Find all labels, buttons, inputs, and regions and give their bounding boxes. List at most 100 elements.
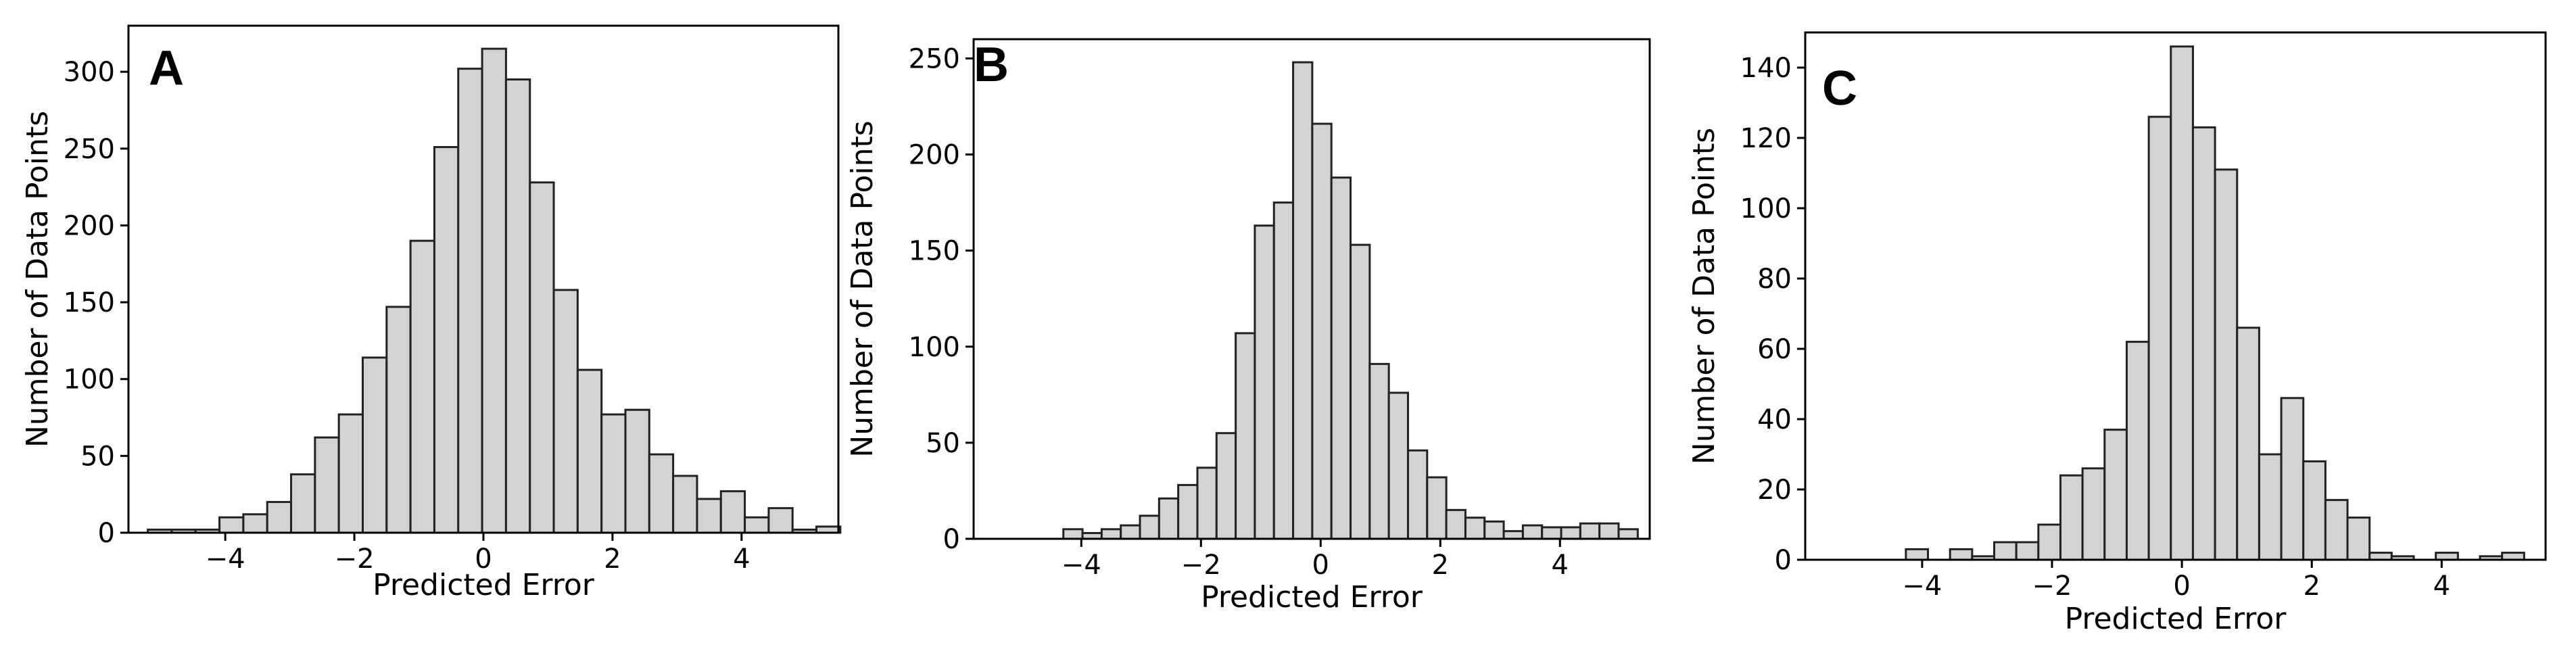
x-axis-label: Predicted Error — [1201, 580, 1423, 615]
y-tick-label: 60 — [1757, 334, 1792, 365]
histogram-bar — [1368, 362, 1390, 540]
y-tick-label: 250 — [909, 43, 960, 74]
x-tick-label: 2 — [1432, 550, 1449, 581]
y-tick-label: 200 — [909, 140, 960, 171]
histogram-bar — [1120, 524, 1141, 540]
histogram-bar — [1445, 508, 1466, 540]
y-tick-label: 80 — [1757, 264, 1792, 295]
histogram-bar — [1579, 522, 1601, 540]
axes-frame — [1804, 31, 2547, 561]
histogram-bar — [1993, 541, 2018, 561]
histogram-bar — [552, 289, 579, 534]
x-tick-label: 0 — [2173, 571, 2190, 602]
histogram-bar — [529, 181, 555, 534]
y-tick-label: 50 — [926, 428, 960, 459]
y-tick-label: 140 — [1740, 53, 1792, 84]
y-tick-label: 100 — [1740, 193, 1792, 224]
histogram-bar — [1541, 526, 1563, 540]
histogram-bar — [1235, 332, 1256, 540]
x-tick-label: −4 — [206, 544, 245, 575]
x-tick-label: −2 — [2032, 571, 2072, 602]
histogram-bar — [2147, 116, 2172, 561]
histogram-bar — [266, 501, 293, 534]
histogram-bar — [314, 436, 340, 534]
histogram-bar — [1464, 516, 1486, 540]
panel-letter: A — [149, 41, 184, 95]
histogram-bar — [1100, 528, 1122, 540]
histogram-bar — [648, 453, 675, 534]
x-tick-label: −4 — [1902, 571, 1942, 602]
histogram-panel-a: −4 −2 0 2 4 0 50 100 150 200 250 300 Predicted Error… — [20, 24, 842, 602]
panel-letter: C — [1822, 62, 1857, 116]
histogram-bar — [1350, 243, 1371, 540]
histogram-bar — [2280, 397, 2305, 561]
x-tick-label: −2 — [1181, 550, 1221, 581]
y-tick-label: 200 — [64, 210, 115, 241]
y-axis-label: Number of Data Points — [1687, 128, 1721, 464]
histogram-bar — [1387, 391, 1409, 540]
histogram-bar — [1139, 514, 1160, 540]
histogram-bar — [2302, 460, 2327, 561]
x-tick-label: 0 — [1312, 550, 1329, 581]
histogram-bar — [1905, 548, 1930, 561]
x-tick-label: 4 — [1552, 550, 1569, 581]
y-axis-label: Number of Data Points — [845, 120, 880, 457]
histogram-bar — [362, 356, 388, 534]
x-tick-label: 2 — [2303, 571, 2320, 602]
x-axis-label: Predicted Error — [373, 568, 595, 602]
histogram-bar — [1196, 466, 1218, 540]
histogram-bar — [1598, 522, 1620, 540]
histogram-bar — [600, 413, 627, 534]
y-tick-label: 0 — [98, 518, 115, 549]
histogram-bar — [457, 68, 483, 534]
histogram-bar — [1062, 528, 1084, 540]
y-axis-label: Number of Data Points — [20, 111, 55, 448]
y-tick-label: 250 — [64, 134, 115, 165]
histogram-bar — [2214, 168, 2239, 561]
axes-frame — [972, 38, 1651, 540]
y-tick-label: 100 — [64, 364, 115, 395]
histogram-bar — [1502, 530, 1524, 540]
histogram-bar — [1330, 176, 1352, 540]
y-tick-label: 20 — [1757, 475, 1792, 506]
histogram-bar — [2435, 552, 2459, 561]
histogram-bar — [409, 239, 435, 534]
histogram-bar — [385, 306, 412, 534]
histogram-bar — [2103, 429, 2128, 561]
histogram-bar — [1254, 224, 1275, 540]
histogram-bar — [1560, 526, 1581, 540]
histogram-bar — [242, 513, 268, 534]
y-tick-label: 300 — [64, 57, 115, 88]
histogram-bar — [1426, 476, 1448, 540]
histogram-bar — [1215, 432, 1237, 540]
histogram-bar — [719, 490, 746, 534]
y-tick-label: 120 — [1740, 123, 1792, 154]
y-tick-label: 150 — [64, 287, 115, 318]
histogram-bar — [2037, 523, 2061, 561]
histogram-bar — [504, 78, 531, 534]
histogram-bar — [1483, 520, 1505, 540]
histogram-bar — [624, 408, 650, 534]
histogram-bar — [1272, 201, 1295, 540]
histogram-bar — [290, 473, 316, 534]
histogram-bar — [481, 47, 507, 534]
histogram-bar — [2346, 516, 2371, 561]
histogram-bar — [696, 498, 722, 534]
x-tick-label: 4 — [2433, 571, 2450, 602]
x-tick-label: 2 — [604, 544, 621, 575]
x-tick-label: −2 — [335, 544, 375, 575]
histogram-bar — [2059, 474, 2084, 561]
histogram-bar — [1292, 61, 1314, 540]
histogram-bar — [2258, 453, 2283, 561]
histogram-bar — [337, 413, 364, 534]
histogram-bar — [744, 516, 770, 534]
histogram-bar — [433, 146, 460, 534]
histogram-bar — [2170, 45, 2194, 561]
histogram-bar — [2236, 327, 2260, 561]
histogram-bar — [1949, 548, 1974, 561]
histogram-bar — [576, 368, 603, 534]
y-tick-label: 150 — [909, 236, 960, 267]
histogram-bar — [2015, 541, 2040, 561]
histogram-bar — [672, 475, 698, 534]
